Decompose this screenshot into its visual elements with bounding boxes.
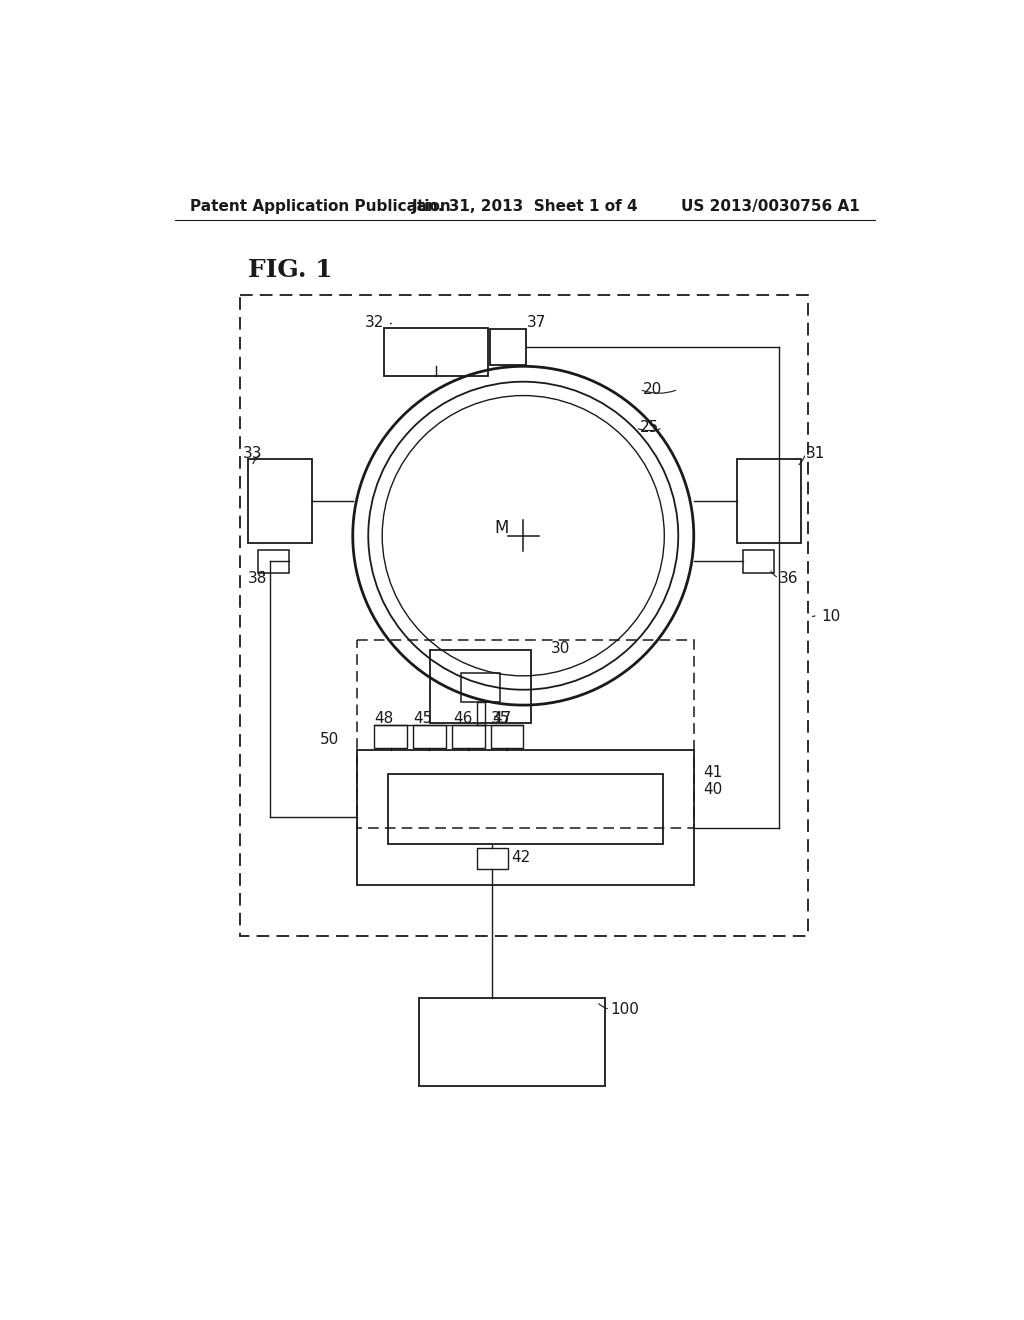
Bar: [414, 725, 445, 748]
Bar: [489, 330, 525, 364]
Bar: [258, 549, 289, 573]
Text: 33: 33: [243, 446, 262, 461]
Bar: [452, 725, 484, 748]
Text: 32: 32: [365, 315, 384, 330]
Bar: [356, 640, 693, 829]
Text: 40: 40: [703, 783, 722, 797]
Bar: [419, 998, 604, 1086]
Bar: [241, 296, 809, 936]
Text: FIG. 1: FIG. 1: [248, 257, 333, 282]
Text: 37: 37: [527, 315, 547, 330]
Bar: [384, 327, 488, 376]
Text: 30: 30: [550, 642, 569, 656]
Text: 10: 10: [821, 609, 841, 624]
Text: 38: 38: [248, 570, 267, 586]
Bar: [737, 459, 801, 544]
Text: 36: 36: [779, 570, 799, 586]
Text: Patent Application Publication: Patent Application Publication: [190, 198, 451, 214]
Text: 100: 100: [610, 1002, 639, 1016]
Text: 31: 31: [805, 446, 824, 461]
Bar: [248, 459, 311, 544]
Bar: [461, 673, 500, 702]
Text: 20: 20: [643, 381, 663, 397]
Text: 35: 35: [490, 711, 510, 726]
Text: 48: 48: [375, 711, 393, 726]
Text: Jan. 31, 2013  Sheet 1 of 4: Jan. 31, 2013 Sheet 1 of 4: [412, 198, 638, 214]
Text: 45: 45: [414, 711, 432, 726]
Bar: [477, 702, 484, 725]
Text: 46: 46: [454, 711, 473, 726]
Text: 25: 25: [640, 420, 658, 436]
Text: US 2013/0030756 A1: US 2013/0030756 A1: [681, 198, 859, 214]
Text: 41: 41: [703, 766, 722, 780]
Bar: [490, 725, 523, 748]
Text: 47: 47: [493, 711, 512, 726]
Text: 50: 50: [321, 733, 339, 747]
Bar: [430, 649, 531, 723]
Bar: [388, 775, 663, 843]
Bar: [477, 847, 508, 869]
Text: M: M: [495, 519, 509, 537]
Bar: [375, 725, 407, 748]
Text: 42: 42: [512, 850, 530, 865]
Bar: [356, 750, 693, 884]
Bar: [742, 549, 773, 573]
